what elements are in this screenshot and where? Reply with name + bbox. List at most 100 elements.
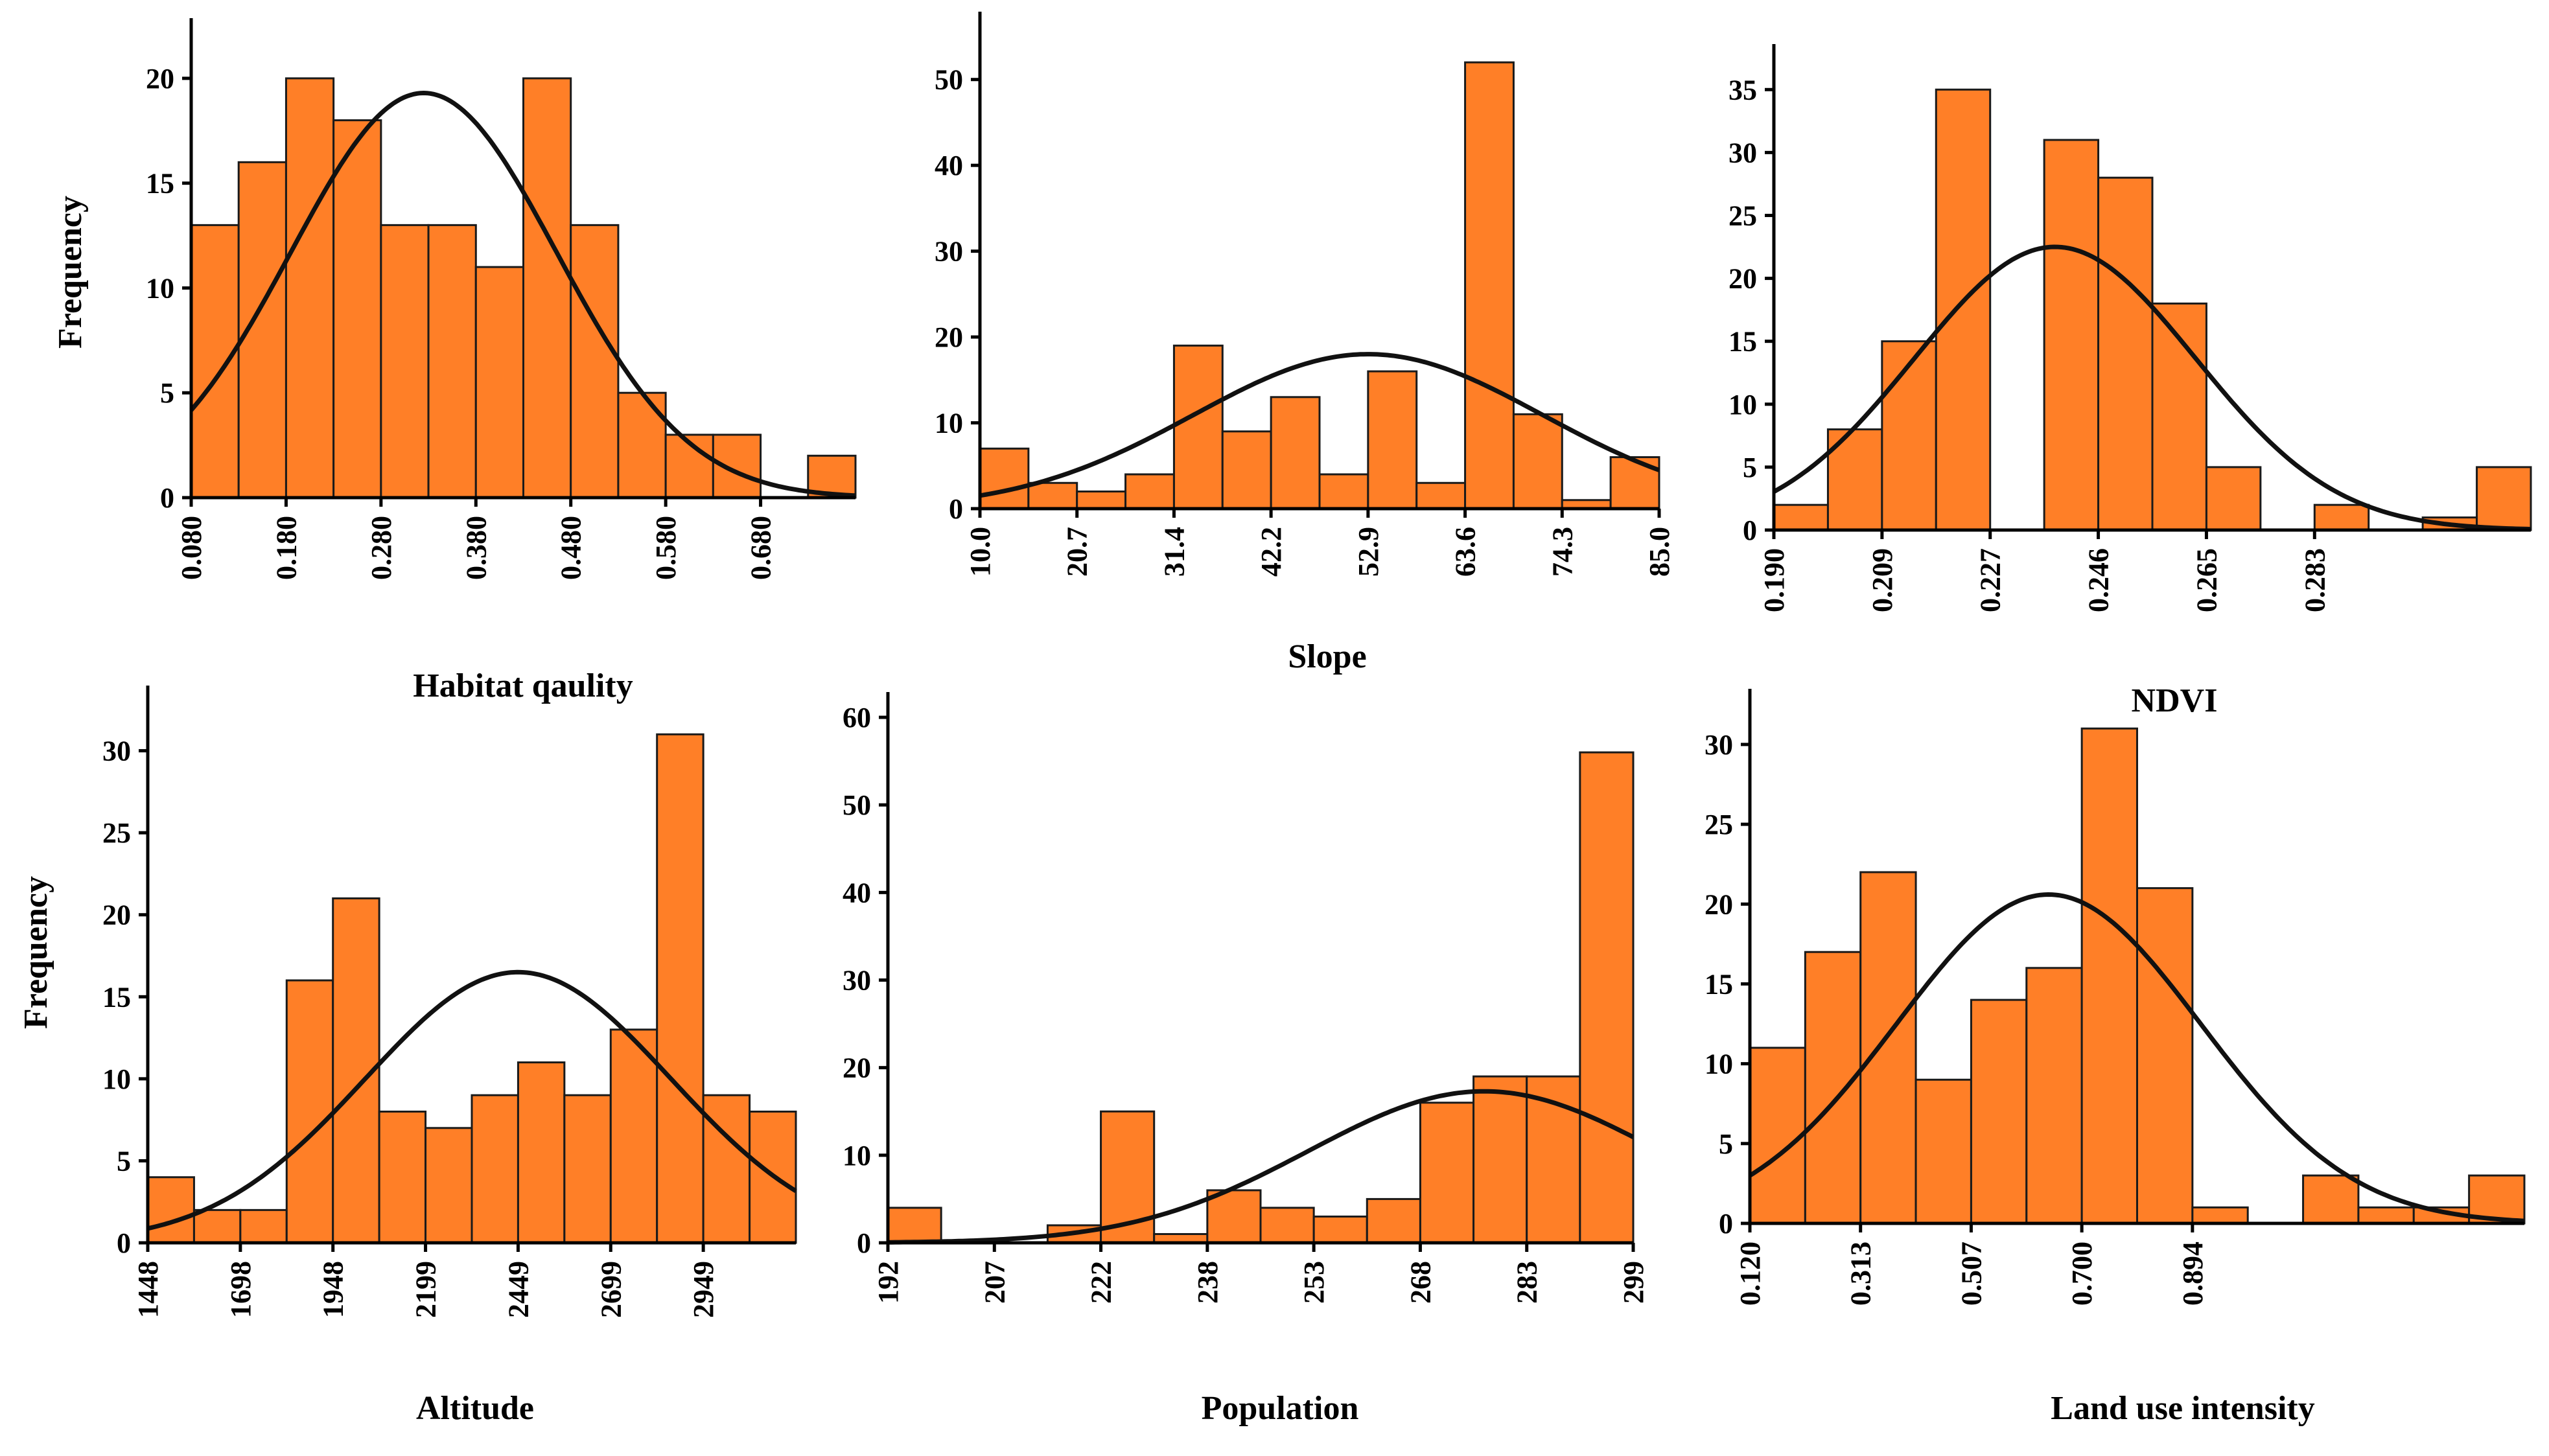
histogram-bar	[1124, 473, 1175, 510]
y-tick-label: 20	[935, 321, 963, 353]
histogram-bar	[1366, 1197, 1421, 1244]
x-axis-title: Slope	[1288, 638, 1366, 675]
x-tick-label: 0.894	[2177, 1242, 2209, 1306]
y-tick-label: 10	[1705, 1048, 1733, 1080]
x-axis-title: NDVI	[2132, 682, 2218, 719]
histogram-bar	[887, 1207, 942, 1244]
y-tick-label: 20	[843, 1052, 871, 1084]
y-tick-label: 10	[146, 272, 174, 304]
histogram-bar	[2302, 1174, 2360, 1225]
panel-altitude: Altitude Frequency 0 5 10 15 20 25 30 1448 1698 1…	[17, 686, 797, 1427]
y-tick-label: 10	[843, 1140, 871, 1172]
histogram-bar	[1915, 1078, 1972, 1225]
y-tick-label: 10	[935, 408, 963, 439]
y-tick-label: 30	[1705, 729, 1733, 761]
histogram-bar	[1804, 951, 1862, 1225]
histogram-bar	[1609, 456, 1660, 510]
x-tick-label: 268	[1404, 1261, 1436, 1304]
y-tick-label: 0	[857, 1227, 871, 1259]
histogram-bar	[1419, 1102, 1475, 1244]
histogram-bar	[609, 1028, 658, 1244]
x-tick-label: 0.700	[2066, 1242, 2098, 1306]
histogram-bar	[2097, 176, 2154, 531]
histogram-bar	[1935, 88, 1992, 531]
histogram-bar	[517, 1061, 566, 1244]
x-tick-label: 0.227	[1975, 548, 2007, 612]
y-tick-label: 50	[843, 789, 871, 821]
histogram-bar	[563, 1094, 612, 1244]
x-tick-label: 0.480	[555, 516, 587, 580]
histogram-bar	[2136, 887, 2194, 1225]
y-tick-label: 20	[146, 63, 174, 95]
x-tick-label: 0.120	[1734, 1242, 1766, 1306]
x-tick-label: 238	[1192, 1261, 1224, 1304]
y-tick-label: 40	[843, 877, 871, 908]
y-tick-label: 30	[843, 965, 871, 997]
x-tick-label: 0.209	[1867, 548, 1898, 612]
y-tick-label: 5	[160, 377, 174, 409]
histogram-bar	[2205, 466, 2262, 531]
y-tick-label: 0	[160, 482, 174, 514]
histogram-bar	[617, 391, 667, 499]
histogram-bar	[1579, 751, 1635, 1244]
x-tick-label: 0.580	[650, 516, 682, 580]
histogram-bar	[1464, 61, 1515, 510]
x-tick-label: 1448	[132, 1261, 164, 1318]
y-tick-label: 5	[117, 1145, 131, 1177]
x-tick-label: 2699	[595, 1261, 627, 1318]
histogram-bar	[1172, 344, 1224, 510]
histogram-bar	[1773, 503, 1829, 531]
histogram-bar	[2025, 967, 2083, 1225]
x-tick-label: 42.2	[1255, 527, 1287, 577]
normal-curve	[979, 352, 1660, 498]
histogram-bar	[522, 77, 572, 499]
x-tick-label: 0.507	[1955, 1242, 1987, 1306]
y-tick-label: 15	[1728, 326, 1757, 358]
y-tick-label: 20	[1705, 888, 1733, 920]
x-tick-label: 299	[1618, 1261, 1649, 1304]
y-tick-label: 30	[935, 236, 963, 268]
histogram-bar	[427, 224, 477, 499]
x-tick-label: 2199	[410, 1261, 442, 1318]
normal-curve	[147, 969, 797, 1231]
y-tick-label: 30	[1728, 137, 1757, 168]
x-tick-label: 31.4	[1158, 527, 1190, 577]
histogram-bar	[979, 447, 1030, 510]
y-tick-label: 10	[1728, 389, 1757, 421]
y-tick-label: 50	[935, 64, 963, 96]
y-tick-label: 25	[1728, 200, 1757, 231]
x-tick-label: 222	[1086, 1261, 1117, 1304]
y-tick-label: 15	[1705, 968, 1733, 1000]
histogram-bar	[425, 1127, 473, 1244]
x-tick-label: 20.7	[1062, 527, 1093, 577]
x-tick-label: 1698	[225, 1261, 257, 1318]
x-axis-title: Habitat qaulity	[413, 667, 633, 704]
x-tick-label: 2949	[688, 1261, 719, 1318]
histogram-bar	[2313, 503, 2370, 531]
histogram-bar	[1859, 871, 1917, 1225]
y-tick-label: 5	[1743, 452, 1757, 483]
y-tick-label: 0	[1743, 514, 1757, 546]
histogram-bar	[2357, 1206, 2415, 1225]
histogram-bar	[378, 1110, 427, 1244]
histogram-bar	[1881, 340, 1937, 531]
y-tick-label: 15	[102, 981, 131, 1013]
y-tick-label: 20	[102, 899, 131, 931]
x-tick-label: 10.0	[964, 527, 996, 577]
histogram-bar	[1312, 1215, 1368, 1244]
histogram-bar	[285, 979, 334, 1244]
x-tick-label: 253	[1298, 1261, 1330, 1304]
y-tick-label: 20	[1728, 263, 1757, 295]
histogram-bar	[1367, 370, 1418, 510]
histogram-bar	[380, 224, 430, 499]
histogram-bar	[1512, 413, 1563, 510]
panel-population: Population 0 10 20 30 40 50 60 192 207 222 238 253 2…	[843, 692, 1649, 1427]
histogram-bar	[1076, 491, 1127, 510]
x-tick-label: 0.280	[366, 516, 397, 580]
panel-habitat-quality: Habitat qaulity Frequency 0 5 10 15 20 0.080 0…	[52, 18, 857, 704]
y-tick-label: 60	[843, 702, 871, 734]
y-tick-label: 0	[949, 493, 963, 525]
x-tick-label: 2449	[502, 1261, 534, 1318]
histogram-bar	[1749, 1046, 1806, 1225]
